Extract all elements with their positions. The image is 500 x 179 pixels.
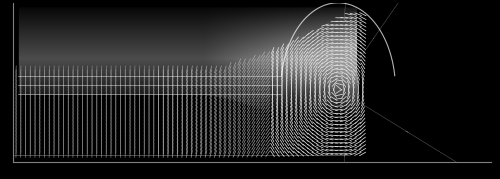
FancyArrowPatch shape [406, 131, 408, 132]
